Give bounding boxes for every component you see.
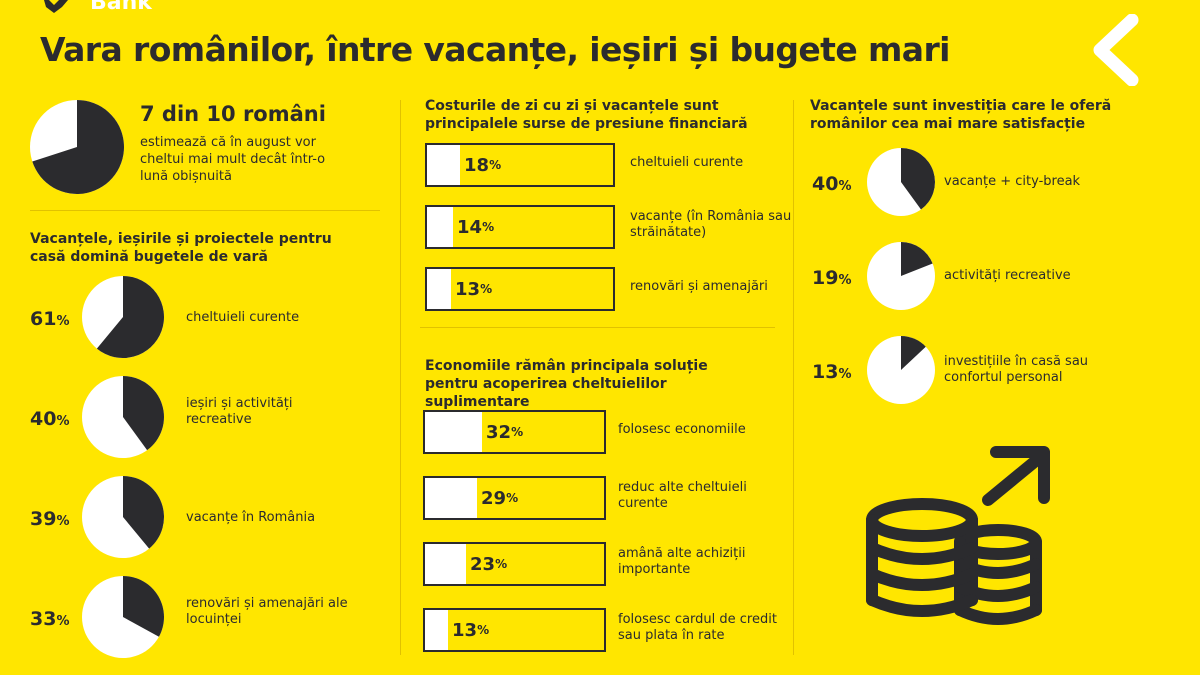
budget-value: 40% [30,408,70,430]
solution-bar-fill [425,412,482,452]
satisfaction-pie-slice [901,336,926,370]
pressure-label: cheltuieli curente [630,155,744,170]
hero-pie [30,100,124,194]
solution-label: folosesc economiile [618,422,746,437]
solution-bar-fill [425,610,448,650]
pressure-bar: 14% [425,205,615,249]
budget-label: cheltuieli curente [186,310,300,325]
satisfaction-pie-slice [901,148,935,210]
budget-pie [82,576,164,658]
solution-bar: 13% [423,608,606,652]
satisfaction-pie [867,336,935,404]
page-title: Vara românilor, între vacanțe, ieșiri și… [40,30,950,69]
pressure-bar-value: 14% [457,216,495,238]
column-divider [400,100,401,655]
solution-bar: 32% [423,410,606,454]
solution-label: reduc alte cheltuieli curente [618,480,747,511]
pressure-bar: 13% [425,267,615,311]
solution-label: folosesc cardul de credit sau plata în r… [618,612,777,643]
hero-pie-slice [32,100,124,194]
solution-bar-value: 29% [481,487,519,509]
pressure-bar-fill [427,207,453,247]
pressure-bar-value: 13% [455,278,493,300]
section-divider [420,327,775,328]
budget-value: 33% [30,608,70,630]
satisfaction-title: Vacanțele sunt investiția care le oferă … [810,98,1112,132]
pressure-bar-fill [427,145,460,185]
satisfaction-value: 40% [812,173,852,195]
bank-logo-icon [44,0,68,13]
column-divider [793,100,794,655]
brand: Bank [40,0,152,14]
hero-title: 7 din 10 români [140,102,326,126]
pressure-title: Costurile de zi cu zi și vacanțele sunt … [425,98,748,132]
hero-subtitle: estimează că în august vor cheltui mai m… [140,135,326,184]
satisfaction-value: 19% [812,267,852,289]
budgets-title: Vacanțele, ieșirile și proiectele pentru… [30,231,332,265]
budget-pie [82,276,164,358]
solution-bar-fill [425,544,466,584]
solution-label: amână alte achiziții importante [618,546,746,577]
solution-bar-fill [425,478,477,518]
budget-label: renovări și amenajări ale locuinței [186,596,348,627]
section-divider [30,210,380,211]
solution-bar-value: 13% [452,619,490,641]
solution-bar-value: 32% [486,421,524,443]
chevron-left-icon [1093,14,1139,86]
pressure-label: vacanțe (în România sau străinătate) [630,209,792,240]
coin-stack-icon [866,446,1050,625]
pressure-bar: 18% [425,143,615,187]
satisfaction-pie [867,148,935,216]
budget-label: ieșiri și activități recreative [186,396,293,427]
budget-pie-slice [123,576,164,637]
solution-bar: 23% [423,542,606,586]
pressure-bar-fill [427,269,451,309]
satisfaction-pie-slice [901,242,933,276]
budget-value: 61% [30,308,70,330]
satisfaction-label: vacanțe + city-break [944,174,1081,189]
solutions-title: Economiile rămân principala soluție pent… [425,358,708,410]
pressure-bar-value: 18% [464,154,502,176]
satisfaction-value: 13% [812,361,852,383]
budget-pie-slice [123,376,164,451]
pressure-label: renovări și amenajări [630,279,768,294]
satisfaction-pie [867,242,935,310]
budget-pie-slice [123,476,164,549]
satisfaction-label: investițiile în casă sau confortul perso… [944,354,1089,385]
solution-bar: 29% [423,476,606,520]
budget-value: 39% [30,508,70,530]
budget-pie [82,376,164,458]
budget-pie [82,476,164,558]
brand-name: Bank [90,0,152,15]
satisfaction-label: activități recreative [944,268,1071,283]
budget-pie-slice [96,276,164,358]
budget-label: vacanțe în România [186,510,316,525]
solution-bar-value: 23% [470,553,508,575]
